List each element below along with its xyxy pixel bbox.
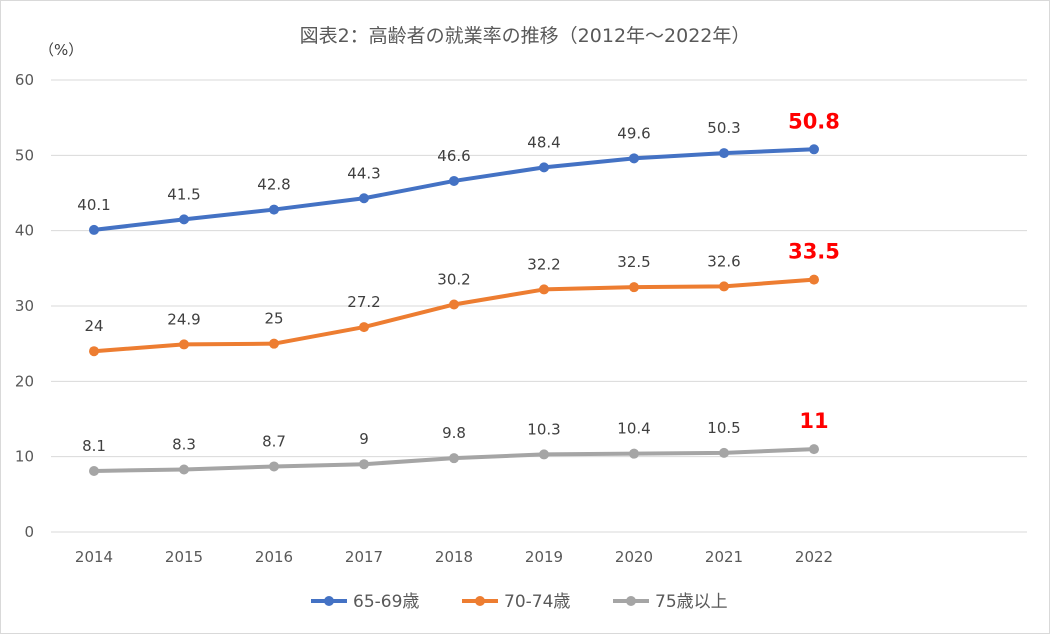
data-point — [449, 175, 459, 186]
data-label: 30.2 — [437, 270, 470, 288]
data-label: 9.8 — [442, 424, 466, 442]
data-label: 41.5 — [167, 185, 200, 203]
data-point — [539, 162, 549, 173]
data-label: 24.9 — [167, 310, 200, 328]
data-point — [629, 153, 639, 164]
y-tick-label: 20 — [15, 372, 34, 390]
y-axis-ticks: 0 10 20 30 40 50 60 — [15, 71, 34, 541]
x-tick-label: 2019 — [525, 548, 563, 566]
data-point — [89, 346, 99, 357]
data-point — [269, 204, 279, 215]
x-tick-label: 2022 — [795, 548, 833, 566]
data-label: 10.4 — [617, 420, 650, 438]
y-tick-label: 30 — [15, 297, 34, 315]
data-point — [809, 274, 819, 285]
legend-label-1: 65-69歳 — [353, 592, 419, 612]
y-tick-label: 60 — [15, 71, 34, 89]
data-point — [449, 453, 459, 464]
data-point — [719, 148, 729, 159]
data-label: 9 — [359, 430, 369, 448]
data-point — [359, 193, 369, 204]
y-tick-label: 50 — [15, 146, 34, 164]
data-label: 10.5 — [707, 419, 740, 437]
y-tick-label: 0 — [24, 523, 34, 541]
y-tick-label: 40 — [15, 222, 34, 240]
data-point — [179, 214, 189, 225]
data-point — [539, 284, 549, 295]
x-tick-label: 2021 — [705, 548, 743, 566]
legend-label-2: 70-74歳 — [504, 592, 570, 612]
chart-title: 図表2：高齢者の就業率の推移（2012年～2022年） — [300, 25, 751, 47]
series-lines — [89, 144, 819, 476]
data-label: 32.2 — [527, 255, 560, 273]
data-label: 25 — [264, 310, 283, 328]
y-tick-label: 10 — [15, 448, 34, 466]
data-point — [539, 449, 549, 460]
data-label: 48.4 — [527, 133, 560, 151]
data-point — [269, 461, 279, 472]
data-point — [809, 144, 819, 155]
data-label: 32.5 — [617, 253, 650, 271]
gridlines — [51, 79, 1027, 533]
data-point — [449, 299, 459, 310]
data-label: 46.6 — [437, 147, 470, 165]
data-label: 44.3 — [347, 164, 380, 182]
data-point — [359, 459, 369, 470]
data-label: 50.3 — [707, 119, 740, 137]
data-label-highlight: 11 — [799, 409, 828, 433]
data-label: 8.1 — [82, 437, 106, 455]
data-label: 8.3 — [172, 435, 196, 453]
data-label: 42.8 — [257, 176, 290, 194]
legend-marker-2 — [475, 596, 485, 606]
data-label: 49.6 — [617, 124, 650, 142]
y-axis-unit-label: （%） — [39, 41, 83, 59]
data-label-highlight: 50.8 — [788, 109, 840, 133]
legend-label-3: 75歳以上 — [655, 592, 728, 612]
data-label-highlight: 33.5 — [788, 240, 840, 264]
data-label: 8.7 — [262, 432, 286, 450]
data-point — [89, 465, 99, 476]
data-label: 27.2 — [347, 293, 380, 311]
legend: 65-69歳 70-74歳 75歳以上 — [311, 592, 728, 612]
x-tick-label: 2020 — [615, 548, 653, 566]
x-axis-ticks: 2014 2015 2016 2017 2018 2019 2020 2021 2022 — [75, 548, 833, 566]
data-point — [809, 444, 819, 455]
data-point — [719, 281, 729, 292]
data-label: 10.3 — [527, 420, 560, 438]
data-point — [179, 339, 189, 350]
series-line-2 — [92, 277, 816, 354]
data-point — [629, 448, 639, 459]
data-point — [719, 447, 729, 458]
data-point — [89, 224, 99, 235]
x-tick-label: 2014 — [75, 548, 113, 566]
x-tick-label: 2018 — [435, 548, 473, 566]
data-point — [629, 282, 639, 293]
data-point — [269, 338, 279, 349]
legend-marker-3 — [626, 596, 636, 606]
data-label: 32.6 — [707, 252, 740, 270]
data-labels: 40.1 41.5 42.8 44.3 46.6 48.4 49.6 50.3 50.8 24 24… — [77, 109, 840, 455]
data-point — [179, 464, 189, 475]
legend-marker-1 — [324, 596, 334, 606]
data-label: 40.1 — [77, 196, 110, 214]
x-tick-label: 2016 — [255, 548, 293, 566]
x-tick-label: 2015 — [165, 548, 203, 566]
x-tick-label: 2017 — [345, 548, 383, 566]
data-point — [359, 322, 369, 333]
data-label: 24 — [84, 317, 103, 335]
